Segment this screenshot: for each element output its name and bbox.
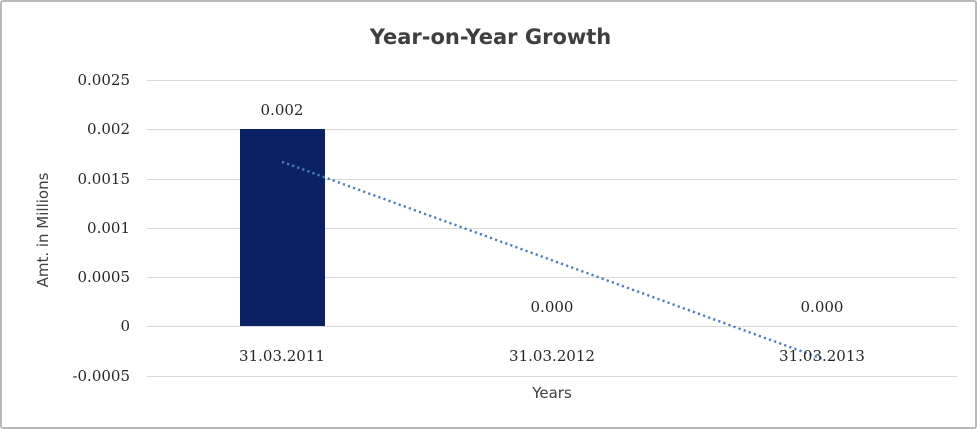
gridline (147, 129, 957, 130)
data-label: 0.002 (260, 101, 304, 119)
chart-title: Year-on-Year Growth (369, 25, 612, 49)
y-tick-label: 0.0025 (77, 71, 131, 89)
x-tick-label: 31.03.2012 (509, 347, 595, 365)
data-label: 0.000 (800, 298, 844, 316)
bar (240, 129, 325, 326)
gridline (147, 80, 957, 81)
y-tick-label: 0.0015 (77, 170, 131, 188)
gridline (147, 376, 957, 377)
y-tick-label: -0.0005 (72, 367, 130, 385)
x-tick-label: 31.03.2011 (239, 347, 325, 365)
data-label: 0.000 (530, 298, 574, 316)
y-tick-label: 0.001 (87, 219, 130, 237)
y-tick-label: 0.002 (87, 120, 130, 138)
x-axis-title: Years (532, 384, 572, 402)
y-tick-label: 0 (120, 317, 130, 335)
gridline (147, 326, 957, 327)
trendline-path (281, 160, 823, 360)
y-tick-label: 0.0005 (77, 268, 131, 286)
x-tick-label: 31.03.2013 (779, 347, 865, 365)
